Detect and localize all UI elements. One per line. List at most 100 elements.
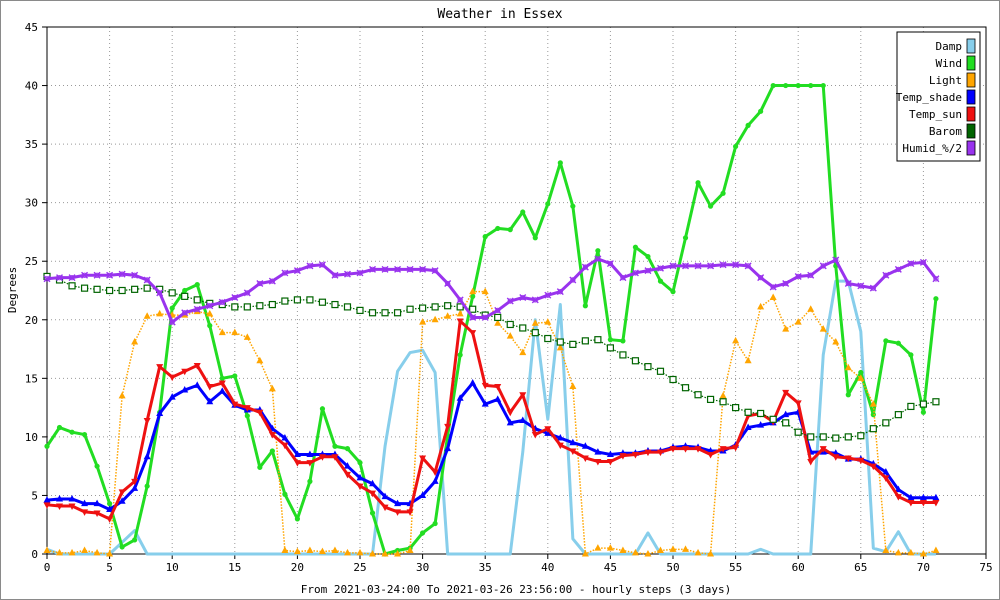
- data-point-light: [318, 547, 326, 555]
- data-point-wind: [119, 544, 125, 550]
- data-point-humid-2: [356, 269, 364, 277]
- data-point-barom: [606, 344, 615, 352]
- data-point-humid-2: [81, 271, 89, 279]
- data-point-barom: [932, 398, 940, 406]
- data-point-light: [131, 338, 139, 345]
- data-point-light: [444, 312, 452, 319]
- data-point-light: [281, 546, 289, 553]
- data-point-wind: [682, 235, 689, 241]
- series-damp: [46, 279, 936, 556]
- data-point-barom: [731, 404, 740, 412]
- data-point-barom: [694, 391, 702, 399]
- data-point-temp-shade: [193, 381, 201, 388]
- data-point-wind: [783, 82, 789, 89]
- data-point-temp-sun: [807, 458, 815, 466]
- data-point-humid-2: [631, 269, 639, 277]
- data-point-temp-sun: [569, 448, 577, 455]
- data-point-wind: [332, 443, 338, 449]
- data-point-wind: [420, 530, 426, 536]
- data-point-temp-sun: [268, 432, 276, 439]
- data-point-humid-2: [331, 271, 339, 279]
- data-point-humid-2: [68, 274, 76, 282]
- data-point-humid-2: [581, 263, 589, 271]
- data-point-temp-shade: [469, 379, 477, 386]
- data-point-humid-2: [833, 257, 839, 263]
- data-point-light: [343, 548, 351, 556]
- data-point-wind: [457, 352, 463, 358]
- data-point-humid-2: [506, 297, 514, 305]
- data-point-barom: [857, 432, 865, 440]
- data-point-temp-shade: [369, 479, 377, 487]
- data-point-temp-sun: [932, 499, 940, 507]
- data-point-light: [68, 548, 76, 556]
- data-point-light: [707, 550, 715, 557]
- data-point-temp-sun: [394, 509, 402, 516]
- data-point-humid-2: [770, 284, 776, 290]
- data-point-humid-2: [682, 262, 690, 270]
- data-point-light: [394, 550, 402, 557]
- data-point-humid-2: [594, 255, 602, 263]
- data-point-humid-2: [807, 271, 815, 279]
- data-point-humid-2: [570, 277, 576, 283]
- data-point-humid-2: [869, 284, 877, 292]
- data-point-temp-sun: [506, 409, 514, 417]
- data-point-barom: [231, 303, 239, 311]
- data-point-barom: [368, 309, 377, 317]
- data-point-barom: [431, 303, 439, 311]
- data-point-light: [694, 548, 702, 556]
- data-point-light: [907, 548, 915, 556]
- data-point-temp-sun: [719, 446, 727, 453]
- y-tick-label: 25: [25, 255, 38, 268]
- data-point-temp-sun: [794, 400, 802, 407]
- data-point-temp-sun: [331, 454, 339, 461]
- data-point-light: [794, 318, 802, 325]
- data-point-barom: [844, 433, 852, 441]
- data-point-wind: [758, 108, 764, 114]
- data-point-wind: [607, 337, 614, 343]
- data-point-temp-sun: [469, 330, 477, 337]
- data-point-humid-2: [294, 267, 301, 274]
- data-point-temp-shade: [131, 484, 139, 491]
- series-barom: [43, 272, 940, 442]
- data-point-barom: [681, 384, 690, 392]
- data-point-wind: [81, 431, 88, 438]
- data-point-wind: [257, 464, 263, 470]
- data-point-temp-sun: [131, 478, 139, 486]
- data-point-light: [556, 343, 564, 351]
- data-point-light: [919, 550, 927, 557]
- y-tick-label: 10: [25, 431, 38, 444]
- data-point-humid-2: [720, 262, 726, 268]
- data-point-humid-2: [908, 260, 914, 267]
- legend-swatch: [966, 38, 976, 54]
- data-point-temp-sun: [707, 451, 715, 459]
- data-point-temp-shade: [744, 423, 752, 431]
- data-point-barom: [769, 415, 777, 423]
- data-point-light: [193, 307, 201, 315]
- data-point-humid-2: [182, 310, 188, 316]
- data-point-humid-2: [482, 314, 488, 321]
- data-point-humid-2: [106, 272, 113, 278]
- data-point-wind: [870, 412, 876, 418]
- data-point-light: [719, 391, 727, 399]
- data-point-barom: [669, 375, 677, 384]
- data-point-barom: [293, 296, 301, 304]
- data-point-temp-shade: [431, 477, 439, 484]
- data-point-humid-2: [319, 262, 326, 268]
- data-point-wind: [745, 122, 751, 128]
- data-point-humid-2: [106, 271, 114, 279]
- data-point-humid-2: [732, 261, 740, 269]
- x-tick-label: 40: [541, 561, 554, 574]
- data-point-humid-2: [131, 272, 138, 278]
- data-point-light: [206, 309, 214, 317]
- data-point-wind: [144, 483, 150, 489]
- data-point-wind: [620, 338, 626, 344]
- data-point-barom: [281, 297, 289, 305]
- data-point-humid-2: [432, 267, 438, 274]
- data-point-light: [469, 287, 477, 295]
- legend-swatch: [966, 89, 976, 105]
- data-point-temp-sun: [544, 426, 552, 433]
- data-point-humid-2: [707, 263, 714, 269]
- data-point-wind: [432, 520, 438, 527]
- x-tick-label: 65: [854, 561, 867, 574]
- data-point-humid-2: [920, 259, 927, 266]
